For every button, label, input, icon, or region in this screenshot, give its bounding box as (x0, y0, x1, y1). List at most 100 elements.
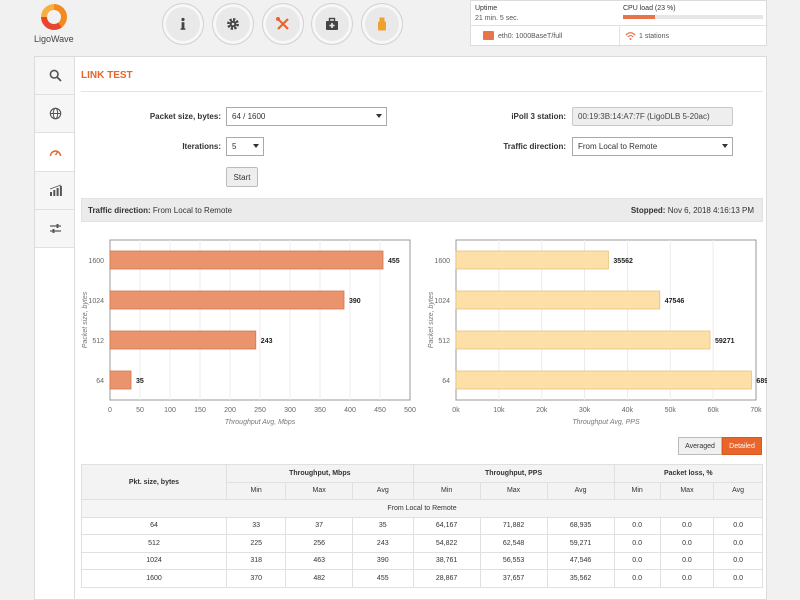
sidebar-item-link-test[interactable] (35, 133, 75, 172)
col-group-pps: Throughput, PPS (412, 464, 615, 483)
cell-pps-max: 71,882 (479, 516, 548, 535)
cpu-load-bar (623, 15, 763, 19)
nav-info-button[interactable] (162, 3, 204, 45)
bar (109, 290, 345, 310)
bar (455, 370, 752, 390)
info-direction-label: Traffic direction: (88, 206, 151, 215)
sidebar (34, 56, 75, 600)
cell-loss-avg: 0.0 (713, 534, 763, 553)
speedometer-icon (49, 149, 61, 156)
col-min: Min (225, 481, 287, 500)
table-row: 1600 370 482 455 28,867 37,657 35,562 0.0 0.0 0.0 (81, 569, 763, 588)
x-axis-label: Throughput Avg, Mbps (225, 419, 296, 426)
cell-loss-min: 0.0 (613, 516, 661, 535)
iterations-value: 5 (232, 142, 237, 151)
averaged-toggle[interactable]: Averaged (678, 437, 722, 455)
status-vdivider (619, 25, 620, 47)
iterations-select[interactable]: 5 (226, 137, 264, 156)
sidebar-item-search[interactable] (35, 57, 75, 95)
x-tick-label: 450 (374, 407, 386, 414)
data-label: 455 (388, 258, 400, 265)
col-max: Max (285, 481, 353, 500)
nav-tools-button[interactable] (262, 3, 304, 45)
y-axis-label: Packet size, bytes (82, 291, 89, 348)
x-tick-label: 100 (164, 407, 176, 414)
cell-loss-max: 0.0 (659, 534, 715, 553)
start-button[interactable]: Start (226, 167, 258, 187)
y-tick-label: 1024 (88, 298, 104, 305)
table-row: 64 33 37 35 64,167 71,882 68,935 0.0 0.0 0.0 (81, 516, 763, 535)
cell-pps-max: 56,553 (479, 551, 548, 570)
cell-loss-max: 0.0 (659, 551, 715, 570)
col-max: Max (479, 481, 548, 500)
x-tick-label: 60k (707, 407, 719, 414)
wifi-icon (625, 32, 636, 41)
x-tick-label: 300 (284, 407, 296, 414)
data-label: 390 (349, 298, 361, 305)
brand-name: LigoWave (34, 34, 74, 44)
station-label: iPoll 3 station: (511, 112, 566, 121)
stations-status[interactable]: 1 stations (639, 33, 669, 40)
usb-icon (378, 17, 386, 31)
cell-pps-avg: 35,562 (546, 569, 615, 588)
direction-label: Traffic direction: (503, 142, 566, 151)
data-label: 47546 (665, 298, 685, 305)
x-tick-label: 0 (108, 407, 112, 414)
top-bar: LigoWave Uptime 21 min. 5 sec. CPU load … (0, 0, 800, 52)
cell-loss-avg: 0.0 (713, 516, 763, 535)
status-panel: Uptime 21 min. 5 sec. CPU load (23 %) et… (470, 0, 768, 47)
direction-select[interactable]: From Local to Remote (572, 137, 733, 156)
page-title: LINK TEST (81, 70, 133, 81)
nav-usb-button[interactable] (361, 3, 403, 45)
data-label: 35562 (613, 258, 633, 265)
x-tick-label: 30k (579, 407, 591, 414)
cell-mbps-min: 225 (225, 534, 287, 553)
cpu-load-label: CPU load (23 %) (623, 5, 676, 12)
x-tick-label: 250 (254, 407, 266, 414)
title-divider (81, 91, 763, 92)
y-tick-label: 512 (438, 338, 450, 345)
cell-pps-avg: 59,271 (546, 534, 615, 553)
bar (109, 370, 132, 390)
ethernet-icon (483, 31, 494, 40)
cell-loss-avg: 0.0 (713, 569, 763, 588)
iterations-label: Iterations: (182, 142, 221, 151)
results-table: Pkt. size, bytes Throughput, Mbps Throug… (81, 464, 764, 588)
bar (455, 290, 661, 310)
bar (455, 330, 711, 350)
sidebar-item-statistics[interactable] (35, 172, 75, 210)
cell-loss-min: 0.0 (613, 551, 661, 570)
chart-throughput-mbps: 0 50 100 150 200 250 300 350 400 450 500 1600 455 102… (82, 239, 416, 426)
bar (455, 250, 609, 270)
info-stopped: Stopped: Nov 6, 2018 4:16:13 PM (631, 206, 754, 215)
detailed-toggle[interactable]: Detailed (722, 437, 762, 455)
sidebar-item-settings[interactable] (35, 210, 75, 248)
sidebar-item-network[interactable] (35, 95, 75, 133)
chart-throughput-pps: 0k 10k 20k 30k 40k 50k 60k 70k 1600 35562 1024 4754… (428, 239, 767, 426)
cell-mbps-avg: 455 (351, 569, 414, 588)
info-direction-value: From Local to Remote (152, 206, 233, 215)
cpu-load-fill (623, 15, 656, 19)
eth-status[interactable]: eth0: 1000BaseT/full (498, 33, 563, 40)
cell-mbps-max: 37 (285, 516, 353, 535)
cell-pps-min: 38,761 (412, 551, 481, 570)
cell-mbps-avg: 243 (351, 534, 414, 553)
cell-mbps-max: 463 (285, 551, 353, 570)
x-tick-label: 50k (665, 407, 677, 414)
nav-maintenance-button[interactable] (311, 3, 353, 45)
brand-logo[interactable]: LigoWave (34, 4, 74, 48)
packet-size-select[interactable]: 64 / 1600 (226, 107, 387, 126)
main-panel: LINK TEST Packet size, bytes: 64 / 1600 … (74, 56, 767, 600)
nav-settings-button[interactable] (212, 3, 254, 45)
col-group-loss: Packet loss, % (613, 464, 764, 483)
y-tick-label: 64 (96, 378, 104, 385)
x-tick-label: 0k (452, 407, 460, 414)
cell-pkt-size: 512 (81, 534, 227, 553)
x-tick-label: 10k (493, 407, 505, 414)
y-tick-label: 1600 (434, 258, 450, 265)
data-label: 59271 (715, 338, 735, 345)
cell-loss-max: 0.0 (659, 516, 715, 535)
cell-loss-max: 0.0 (659, 569, 715, 588)
table-row: 1024 318 463 390 38,761 56,553 47,546 0.0 0.0 0.0 (81, 551, 763, 570)
chevron-down-icon (722, 144, 728, 148)
